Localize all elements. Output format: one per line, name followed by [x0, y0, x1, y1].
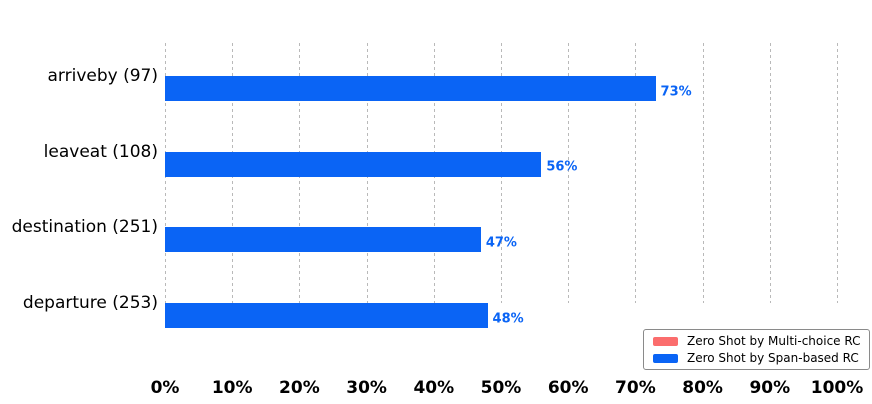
bar-departure [165, 303, 488, 328]
gridline-60% [568, 43, 570, 303]
legend-label: Zero Shot by Multi-choice RC [687, 334, 861, 348]
x-tick-label: 90% [749, 378, 791, 398]
bar-value-label: 73% [660, 84, 692, 99]
x-tick-label: 40% [413, 378, 455, 398]
bar-value-label: 47% [485, 235, 517, 251]
x-tick-label: 30% [346, 378, 387, 398]
x-tick-label: 100% [810, 378, 864, 398]
gridline-100% [837, 43, 838, 303]
legend-item: Zero Shot by Span-based RC [653, 351, 861, 365]
category-label: destination (251) [11, 217, 158, 238]
legend-swatch-icon [653, 336, 678, 346]
bar-value-label: 48% [492, 311, 524, 326]
category-label: leaveat (108) [43, 141, 158, 162]
bar-arriveby [165, 76, 656, 101]
category-label: departure (253) [22, 293, 158, 313]
legend-swatch-icon [653, 353, 678, 363]
legend-label: Zero Shot by Span-based RC [687, 351, 859, 365]
gridline-80% [702, 43, 704, 303]
bar-value-label: 56% [546, 159, 578, 175]
legend-item: Zero Shot by Multi-choice RC [653, 334, 861, 348]
gridline-90% [769, 43, 771, 303]
gridline-70% [635, 43, 637, 303]
x-tick-label: 60% [547, 378, 589, 398]
bar-destination [165, 227, 481, 253]
x-tick-label: 10% [211, 378, 253, 398]
bar-leaveat [165, 151, 542, 177]
x-tick-label: 80% [682, 378, 723, 398]
x-tick-label: 0% [150, 378, 180, 398]
chart-legend: Zero Shot by Multi-choice RC Zero Shot by… [643, 329, 870, 370]
x-tick-label: 20% [279, 378, 320, 398]
x-tick-label: 70% [615, 378, 656, 398]
x-tick-label: 50% [480, 378, 522, 398]
category-label: arriveby (97) [47, 66, 159, 86]
